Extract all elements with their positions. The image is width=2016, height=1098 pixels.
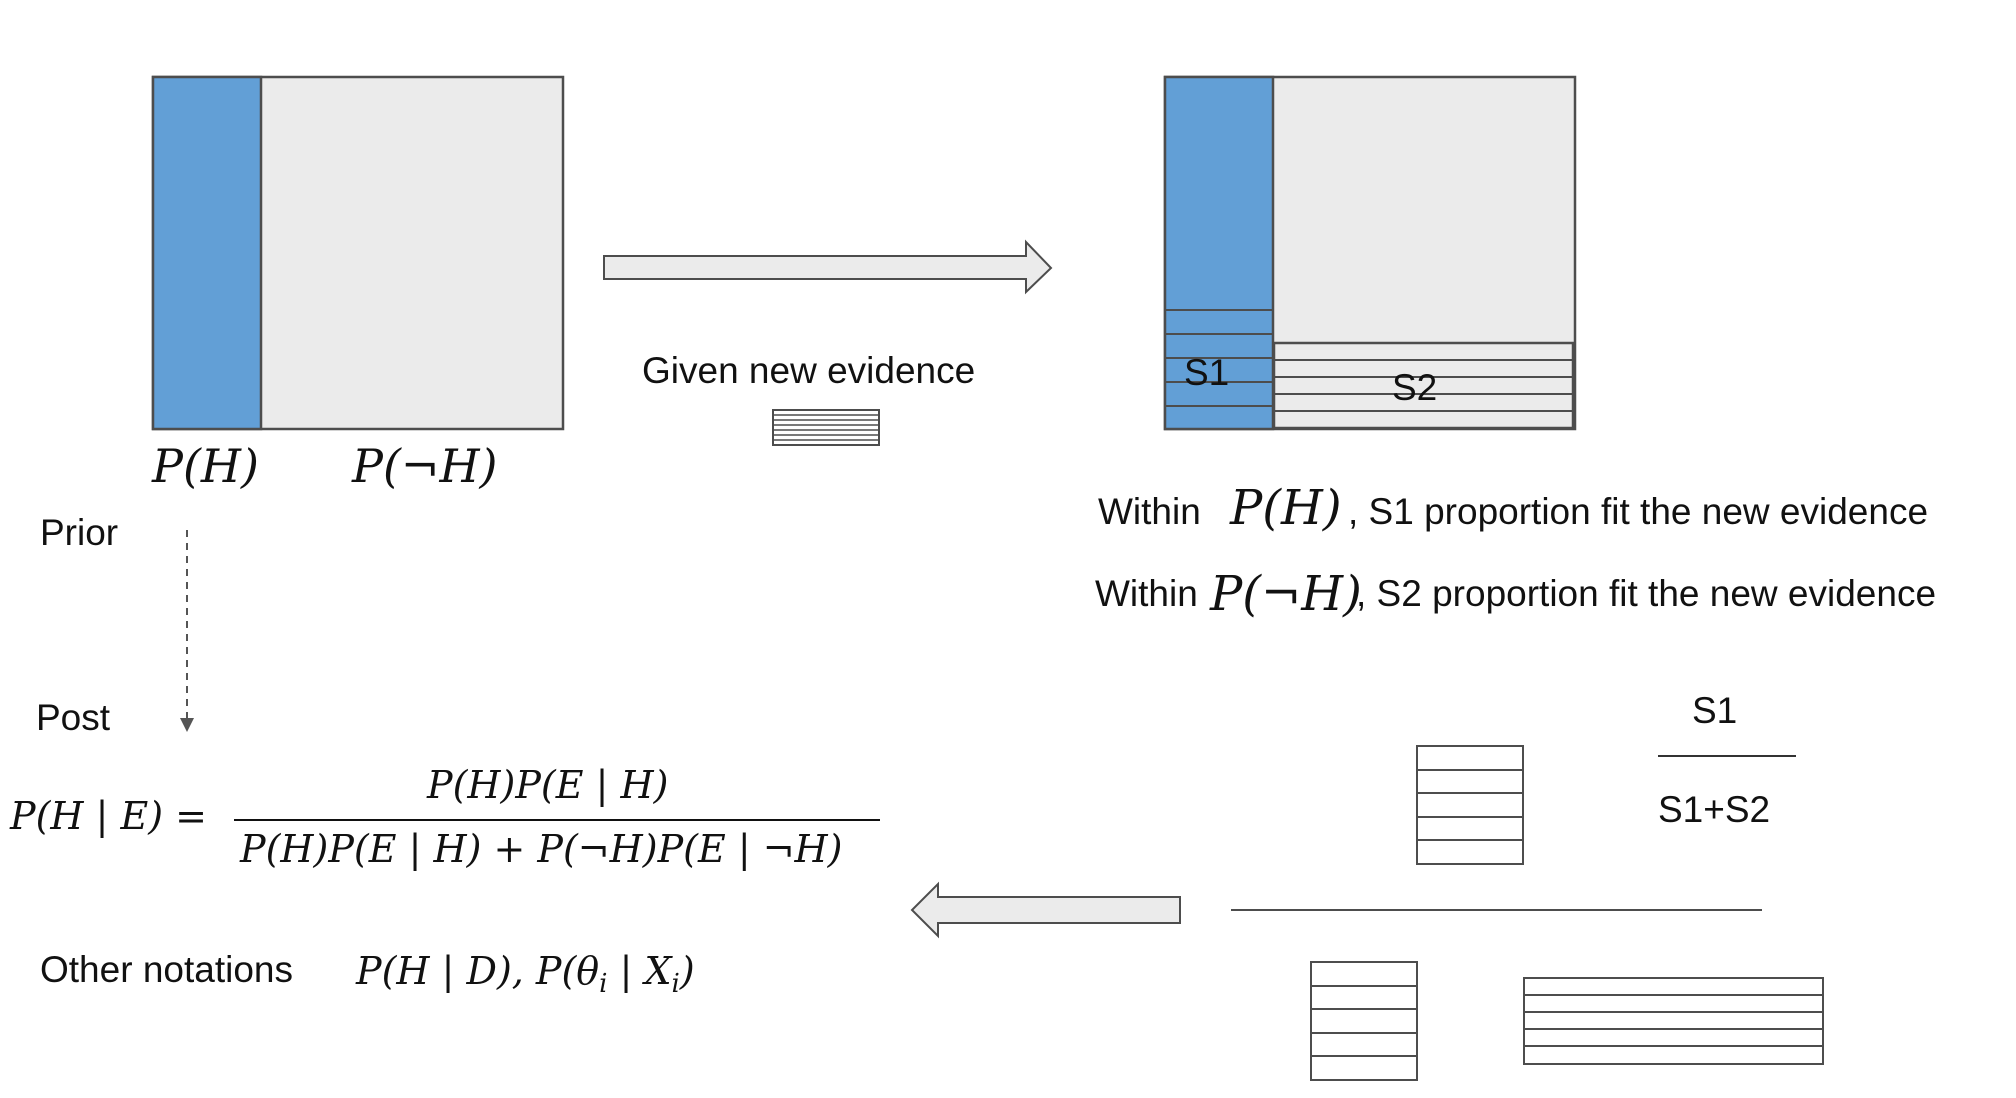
notation-hd: P(H | D), [355, 949, 524, 993]
bayes-denominator: P(H)P(E | H) + P(¬H)P(E | ¬H) [239, 827, 843, 871]
prior-hypothesis-region [151, 75, 263, 431]
s1-striped-region [1165, 309, 1273, 407]
ratio-denominator: S1+S2 [1658, 789, 1770, 830]
notation-close: ) [679, 949, 695, 993]
statement-2-prefix: Within [1095, 573, 1198, 614]
statement-1-prefix: Within [1098, 491, 1201, 532]
bayes-numerator: P(H)P(E | H) [426, 763, 668, 807]
bayes-lhs: P(H | E) = [9, 794, 207, 838]
notation-theta-subscript: i [599, 969, 607, 999]
statement-1-suffix: , S1 proportion fit the new evidence [1348, 491, 1928, 532]
notation-theta-open: P(θ [535, 949, 599, 993]
update-arrow-right [603, 239, 1053, 295]
prior-label: Prior [40, 512, 118, 553]
visual-denominator-s2-stack [1523, 977, 1824, 1065]
ratio-numerator: S1 [1692, 690, 1737, 731]
prior-h-label: P(H) [151, 439, 259, 493]
prior-to-post-arrowhead [180, 718, 194, 732]
s2-striped-region [1272, 341, 1575, 430]
visual-denominator-s1-stack [1310, 961, 1418, 1081]
evidence-icon [772, 409, 880, 446]
result-arrow-left [910, 881, 1181, 939]
statement-2-math: P(¬H) [1209, 566, 1362, 622]
statement-1-math: P(H) [1229, 480, 1342, 536]
prior-box [151, 75, 565, 431]
s1-label: S1 [1184, 352, 1229, 393]
posterior-hypothesis-region [1163, 75, 1275, 431]
prior-not-h-label: P(¬H) [351, 439, 498, 493]
given-new-evidence-caption: Given new evidence [642, 350, 975, 391]
s2-label: S2 [1392, 367, 1437, 408]
posterior-box [1163, 75, 1577, 431]
notation-x-subscript: i [672, 969, 680, 999]
visual-numerator-s1-stack [1416, 745, 1524, 865]
other-notations-expression: P(H | D), P(θi | Xi) [355, 949, 695, 999]
post-label: Post [36, 697, 111, 738]
other-notations-label: Other notations [40, 949, 293, 990]
notation-theta-mid: | X [607, 949, 673, 993]
statement-2-suffix: , S2 proportion fit the new evidence [1356, 573, 1936, 614]
